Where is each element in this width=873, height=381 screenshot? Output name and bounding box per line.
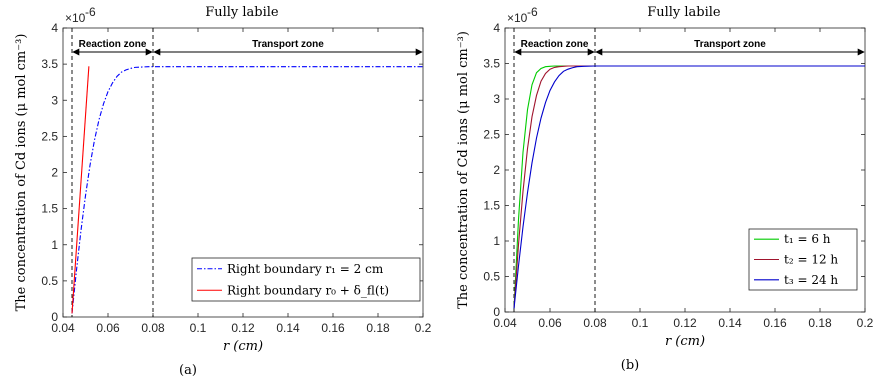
x-tick-label: 0.14 [718, 316, 742, 330]
x-tick-label: 0.1 [632, 316, 649, 330]
x-tick-label: 0.04 [493, 316, 517, 330]
x-tick-label: 0.12 [231, 321, 255, 335]
zone-label: Transport zone [252, 39, 324, 50]
y-tick-label: 2 [51, 166, 58, 180]
y-tick-label: 3 [493, 92, 500, 106]
y-exponent-label: ×10 [507, 11, 528, 25]
x-tick-label: 0.18 [366, 321, 390, 335]
x-tick-label: 0.1 [190, 321, 207, 335]
legend-entry: t₂ = 12 h [784, 253, 838, 267]
x-axis-label: r (cm) [223, 339, 263, 354]
y-tick-label: 1 [493, 234, 500, 248]
x-axis-label: r (cm) [665, 334, 705, 349]
y-tick-label: 2 [493, 163, 500, 177]
x-tick-label: 0.12 [673, 316, 697, 330]
y-tick-label: 2.5 [483, 128, 500, 142]
y-tick-label: 3 [51, 93, 58, 107]
chart-title: Fully labile [647, 5, 721, 20]
y-tick-label: 3.5 [41, 57, 58, 71]
legend-entry: Right boundary r₀ + δ_fl(t) [227, 283, 389, 297]
x-tick-label: 0.2 [857, 316, 873, 330]
legend-entry: t₁ = 6 h [784, 232, 831, 246]
x-tick-label: 0.08 [583, 316, 607, 330]
x-tick-label: 0.18 [808, 316, 832, 330]
panel-a: 0.04 0.06 0.08 0.1 0.12 0.14 0.16 0.18 0.2 0 0.5 1 1… [14, 5, 432, 378]
panel-b: 0.04 0.06 0.08 0.1 0.12 0.14 0.16 0.18 0.2 0 0.5 1 1… [456, 5, 873, 373]
y-axis-label: The concentration of Cd ions (μ mol cm⁻³… [14, 34, 29, 312]
panel-label: (b) [621, 358, 639, 373]
x-tick-label: 0.2 [415, 321, 432, 335]
y-axis-label: The concentration of Cd ions (μ mol cm⁻³… [456, 31, 471, 309]
series-line [71, 66, 90, 314]
x-tick-label: 0.14 [276, 321, 300, 335]
y-tick-label: 3.5 [483, 57, 500, 71]
y-exponent-power: -6 [527, 5, 538, 19]
y-exponent-power: -6 [85, 5, 96, 19]
y-tick-label: 4 [51, 21, 58, 35]
y-tick-label: 1.5 [483, 199, 500, 213]
legend-box [191, 257, 421, 302]
zone-label: Reaction zone [521, 39, 589, 50]
y-tick-label: 1 [51, 238, 58, 252]
legend-entry: t₃ = 24 h [784, 273, 838, 287]
y-exponent-label: ×10 [65, 11, 86, 25]
x-tick-label: 0.08 [141, 321, 165, 335]
series-line [513, 65, 865, 309]
y-tick-label: 0 [493, 305, 500, 319]
x-tick-label: 0.16 [763, 316, 787, 330]
y-tick-label: 1.5 [41, 202, 58, 216]
x-tick-label: 0.06 [96, 321, 120, 335]
y-tick-label: 4 [493, 21, 500, 35]
zone-label: Transport zone [694, 39, 766, 50]
y-tick-label: 0.5 [483, 270, 500, 284]
legend-entry: Right boundary r₁ = 2 cm [227, 262, 384, 276]
zone-label: Reaction zone [79, 39, 147, 50]
x-tick-label: 0.04 [51, 321, 75, 335]
x-tick-label: 0.16 [321, 321, 345, 335]
panel-label: (a) [179, 363, 197, 378]
y-tick-label: 0.5 [41, 274, 58, 288]
y-tick-label: 0 [51, 310, 58, 324]
chart-title: Fully labile [205, 5, 279, 20]
y-tick-label: 2.5 [41, 129, 58, 143]
x-tick-label: 0.06 [538, 316, 562, 330]
series-line [71, 66, 423, 314]
